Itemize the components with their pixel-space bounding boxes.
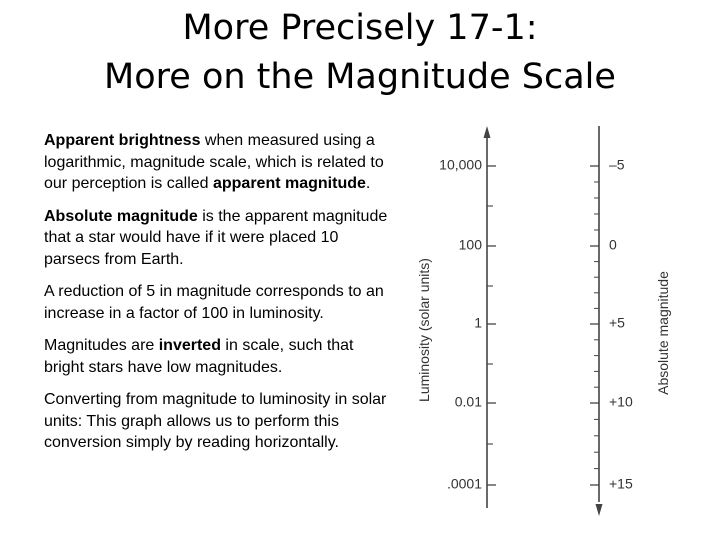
magnitude-axis-label: Absolute magnitude	[655, 271, 671, 395]
luminosity-tick-label: 10,000	[439, 157, 482, 173]
luminosity-tick-label: .0001	[447, 476, 482, 492]
luminosity-tick-label: 100	[459, 237, 483, 253]
paragraph-text: Magnitudes are	[44, 337, 159, 354]
body-text: Apparent brightness when measured using …	[44, 130, 389, 465]
magnitude-tick-label: +5	[609, 315, 625, 331]
luminosity-axis-label: Luminosity (solar units)	[416, 258, 432, 402]
paragraph-text: A reduction of 5 in magnitude correspond…	[44, 283, 384, 322]
body-paragraph-4: Magnitudes are inverted in scale, such t…	[44, 335, 389, 378]
body-paragraph-2: Absolute magnitude is the apparent magni…	[44, 206, 389, 271]
paragraph-text: Converting from magnitude to luminosity …	[44, 391, 387, 451]
magnitude-axis-arrow	[595, 504, 603, 516]
paragraph-text: in scale, such that bright stars have lo…	[44, 337, 354, 376]
magnitude-tick-label: +15	[609, 476, 633, 492]
tick-layer: 10,000 –5 100 0 1 +5 0.01 +10 .0001 +15	[439, 157, 633, 492]
body-paragraph-1: Apparent brightness when measured using …	[44, 130, 389, 195]
title-line-1: More Precisely 17-1:	[182, 8, 538, 48]
title-line-2: More on the Magnitude Scale	[104, 57, 616, 97]
luminosity-tick-label: 1	[474, 315, 482, 331]
bold-term: inverted	[158, 337, 221, 354]
paragraph-text: is the apparent magnitude that a star wo…	[44, 207, 388, 268]
slide-title: More Precisely 17-1: More on the Magnitu…	[0, 4, 720, 102]
magnitude-tick-label: 0	[609, 237, 617, 253]
paragraph-text: when measured using a logarithmic, magni…	[44, 132, 384, 192]
luminosity-axis-arrow	[483, 126, 491, 138]
magnitude-tick-label: –5	[609, 157, 625, 173]
luminosity-magnitude-scale: 10,000 –5 100 0 1 +5 0.01 +10 .0001 +15 Luminosit…	[416, 126, 671, 516]
paragraph-text: .	[365, 175, 371, 192]
magnitude-tick-label: +10	[609, 394, 633, 410]
bold-term: Absolute magnitude	[44, 207, 198, 225]
bold-term: apparent magnitude	[212, 175, 366, 192]
body-paragraph-3: A reduction of 5 in magnitude correspond…	[44, 281, 389, 324]
luminosity-tick-label: 0.01	[455, 394, 482, 410]
bold-term: Apparent brightness	[44, 132, 201, 149]
body-paragraph-5: Converting from magnitude to luminosity …	[44, 389, 389, 454]
